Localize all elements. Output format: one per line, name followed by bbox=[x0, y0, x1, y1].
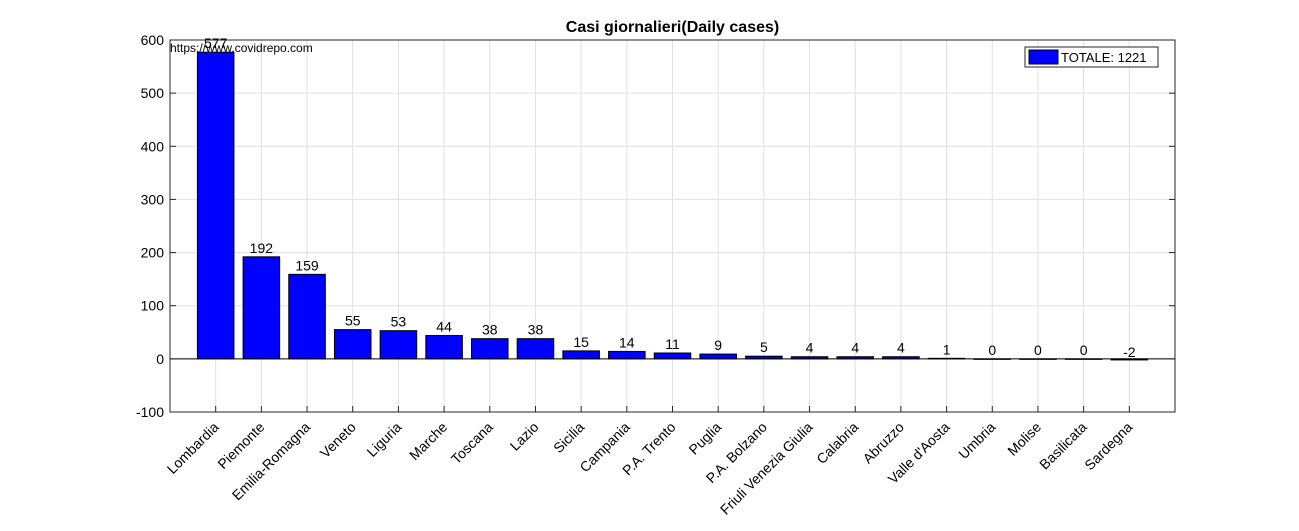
source-annotation: https://www.covidrepo.com bbox=[170, 41, 313, 55]
legend: TOTALE: 1221 bbox=[1024, 46, 1159, 68]
data-label: 1 bbox=[943, 341, 951, 357]
bar bbox=[699, 353, 737, 360]
bar bbox=[562, 350, 600, 360]
x-tick-label: Basilicata bbox=[1036, 419, 1090, 473]
data-label: 44 bbox=[436, 318, 452, 334]
bar bbox=[471, 338, 509, 360]
y-tick-label: 500 bbox=[141, 85, 165, 101]
x-tick-label: Calabria bbox=[813, 419, 861, 467]
data-label: 159 bbox=[295, 257, 319, 273]
y-tick-label: 100 bbox=[141, 298, 165, 314]
x-tick-label: Sicilia bbox=[550, 419, 587, 456]
bar bbox=[379, 330, 418, 360]
x-tick-label: Umbria bbox=[955, 419, 998, 462]
data-label: 4 bbox=[851, 340, 859, 356]
legend-label: TOTALE: 1221 bbox=[1061, 50, 1147, 65]
bar bbox=[425, 334, 463, 360]
data-label: 577 bbox=[204, 35, 228, 51]
data-label: 5 bbox=[760, 339, 768, 355]
y-tick-label: 300 bbox=[141, 191, 165, 207]
bar bbox=[653, 352, 692, 360]
y-tick-label: 200 bbox=[141, 245, 165, 261]
x-tick-label: Marche bbox=[406, 419, 450, 463]
data-label: 53 bbox=[391, 314, 407, 330]
y-tick-label: 600 bbox=[141, 32, 165, 48]
data-label: 0 bbox=[1080, 342, 1088, 358]
bar bbox=[333, 329, 372, 360]
x-tick-label: Emilia-Romagna bbox=[229, 419, 314, 504]
bar bbox=[608, 350, 646, 360]
bar bbox=[288, 273, 326, 360]
legend-swatch bbox=[1028, 49, 1059, 65]
bar bbox=[516, 338, 555, 360]
y-tick-label: 400 bbox=[141, 138, 165, 154]
chart-title: Casi giornalieri(Daily cases) bbox=[566, 19, 779, 36]
data-label: 11 bbox=[665, 336, 680, 352]
x-tick-label: Sardegna bbox=[1081, 419, 1135, 473]
y-tick-label: -100 bbox=[136, 404, 164, 420]
data-label: 38 bbox=[482, 322, 498, 338]
x-tick-label: Lombardia bbox=[164, 419, 222, 477]
data-label: 38 bbox=[528, 322, 544, 338]
x-tick-label: Liguria bbox=[363, 419, 404, 460]
data-label: 55 bbox=[345, 313, 361, 329]
x-tick-label: Molise bbox=[1004, 419, 1044, 459]
data-label: 15 bbox=[573, 334, 589, 350]
data-label: 0 bbox=[1034, 342, 1042, 358]
data-label: 9 bbox=[714, 337, 722, 353]
x-tick-label: Veneto bbox=[317, 419, 359, 461]
bar bbox=[196, 51, 235, 360]
y-tick-label: 0 bbox=[156, 351, 164, 367]
x-tick-label: Puglia bbox=[685, 419, 724, 458]
bar bbox=[242, 256, 281, 360]
data-label: 14 bbox=[619, 334, 635, 350]
x-tick-label: Toscana bbox=[448, 419, 496, 467]
data-label: -2 bbox=[1123, 344, 1136, 360]
data-label: 4 bbox=[806, 340, 814, 356]
data-label: 192 bbox=[250, 240, 274, 256]
data-label: 0 bbox=[988, 342, 996, 358]
bars bbox=[196, 51, 1149, 361]
x-tick-label: Lazio bbox=[507, 419, 542, 454]
data-label: 4 bbox=[897, 340, 905, 356]
